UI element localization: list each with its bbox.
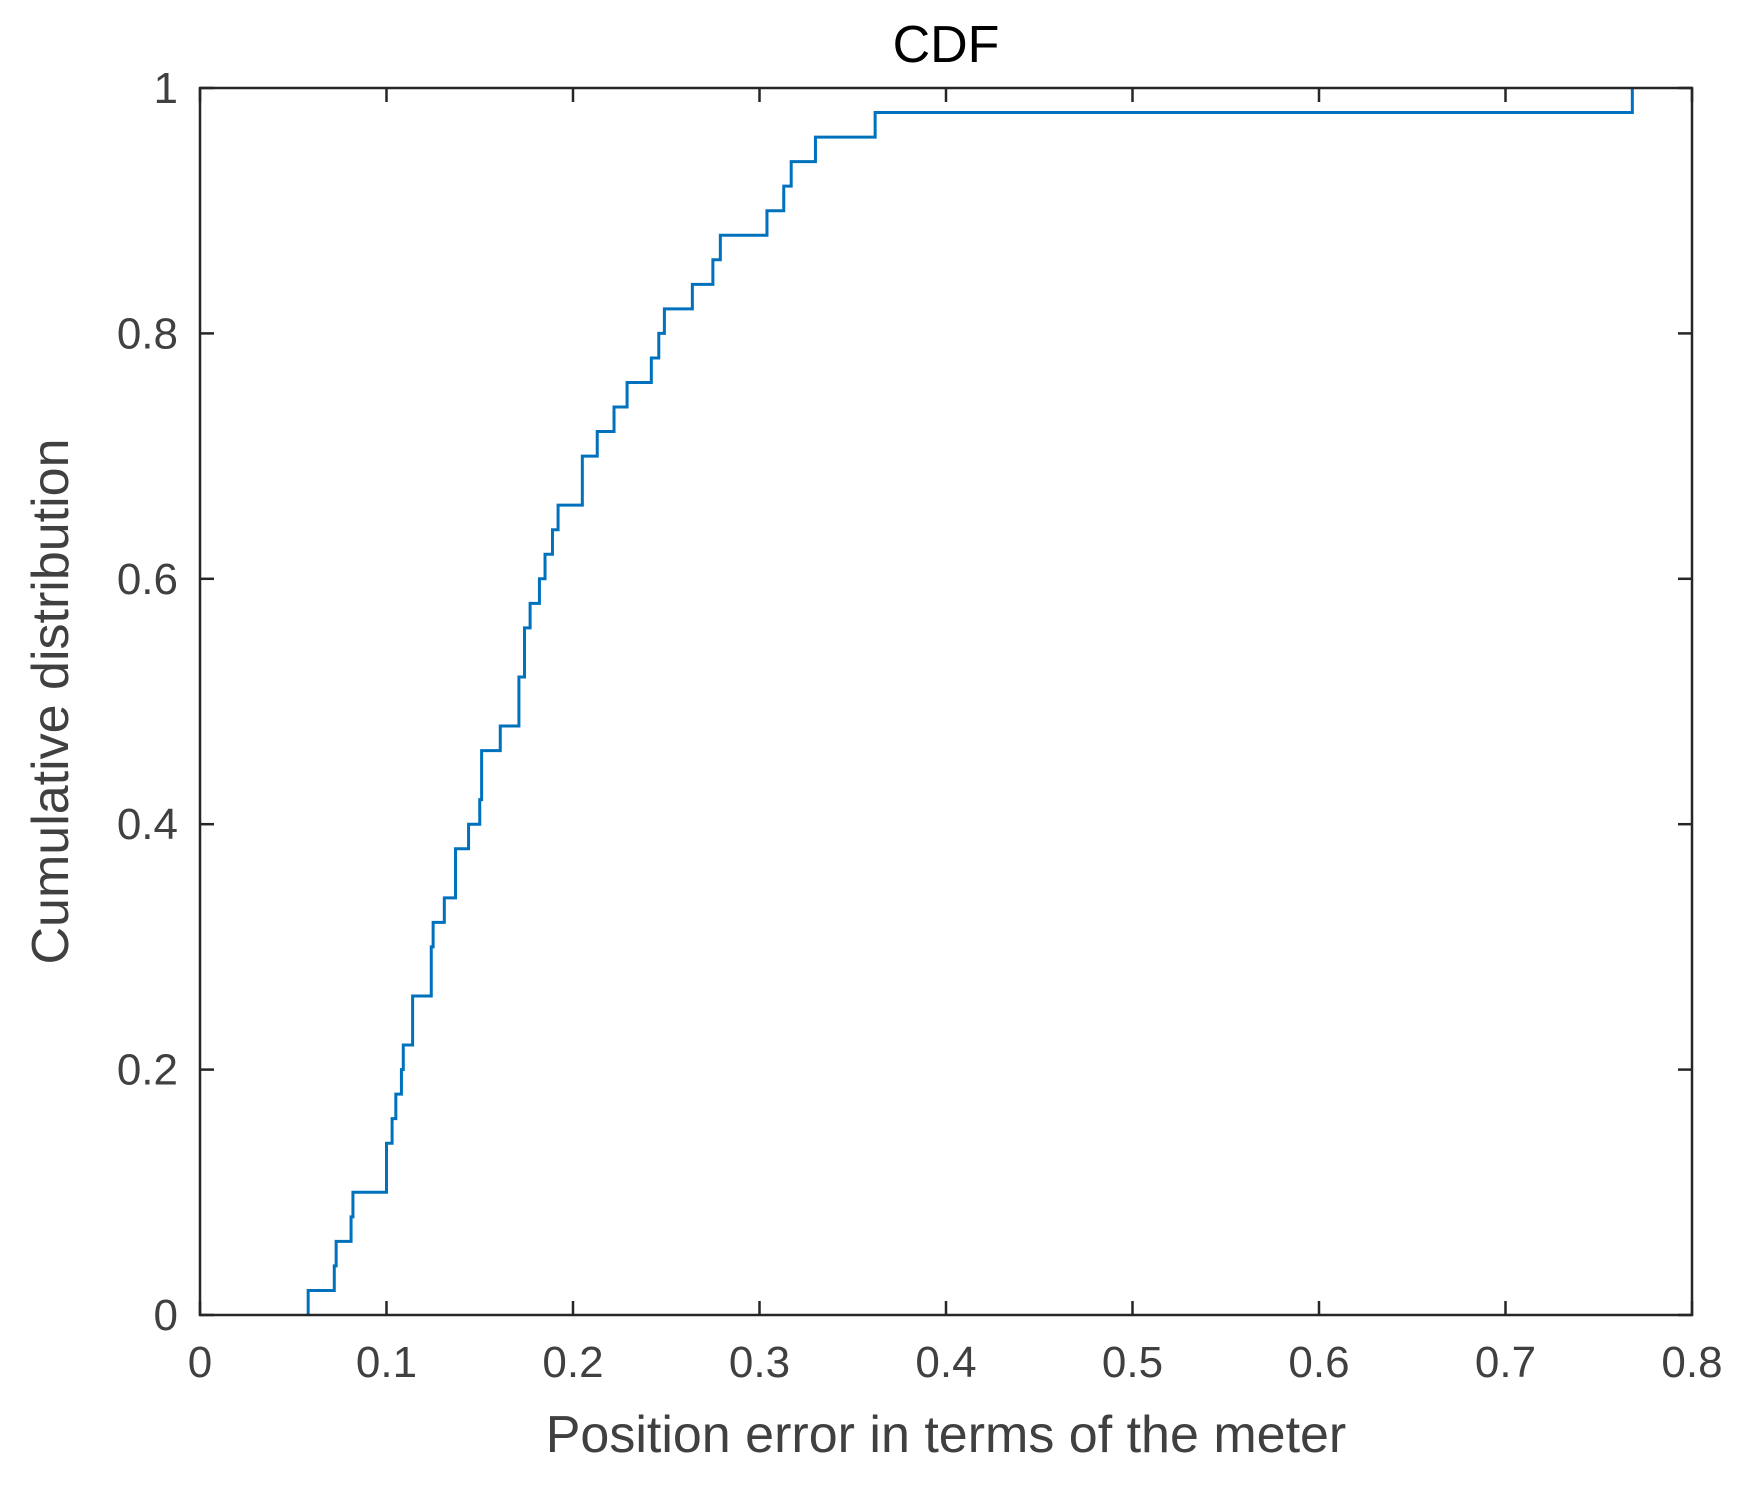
x-tick-label: 0.2 — [542, 1338, 603, 1387]
x-tick-label: 0.7 — [1475, 1338, 1536, 1387]
chart-title: CDF — [893, 16, 1000, 74]
y-tick-label: 1 — [154, 64, 178, 113]
x-tick-label: 0 — [188, 1338, 212, 1387]
y-tick-label: 0.8 — [117, 309, 178, 358]
x-tick-label: 0.3 — [729, 1338, 790, 1387]
cdf-step-line — [306, 88, 1634, 1315]
y-tick-label: 0.4 — [117, 800, 178, 849]
y-tick-label: 0.6 — [117, 555, 178, 604]
y-axis-label: Cumulative distribution — [22, 438, 80, 964]
y-tick-label: 0.2 — [117, 1046, 178, 1095]
plot-frame — [198, 86, 1694, 1317]
x-tick-label: 0.6 — [1288, 1338, 1349, 1387]
x-tick-label: 0.1 — [356, 1338, 417, 1387]
x-tick-label: 0.4 — [915, 1338, 976, 1387]
x-tick-labels: 0 0.1 0.2 0.3 0.4 0.5 0.6 0.7 0.8 — [188, 1338, 1723, 1387]
y-tick-label: 0 — [154, 1291, 178, 1340]
x-tick-label: 0.8 — [1661, 1338, 1722, 1387]
y-tick-labels: 0 0.2 0.4 0.6 0.8 1 — [117, 64, 178, 1340]
x-axis-label: Position error in terms of the meter — [546, 1406, 1347, 1464]
x-tick-label: 0.5 — [1102, 1338, 1163, 1387]
